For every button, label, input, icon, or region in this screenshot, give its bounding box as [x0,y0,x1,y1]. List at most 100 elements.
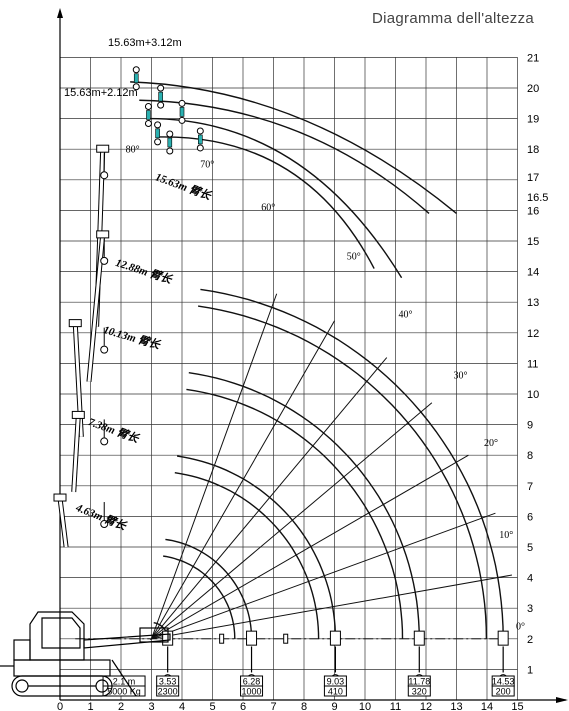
load-radius: 6.28 [243,677,261,687]
y-tick-label: 7 [527,481,533,493]
jib-hook-block [167,137,173,148]
x-tick-label: 14 [481,701,493,711]
angle-ray [151,402,433,640]
load-weight-cell [407,685,431,697]
y-tick-label: 9 [527,420,533,432]
boom-arcs [130,81,504,641]
load-weight-cell [156,685,180,697]
jib-arc [130,81,457,215]
boom-section-inner [72,415,80,493]
jib-hooks [132,66,204,155]
x-tick-label: 0 [57,701,63,711]
jib-hook [132,83,140,91]
angle-label: 0° [516,622,525,633]
angle-label: 20° [484,438,498,449]
x-tick-label: 9 [331,701,337,711]
load-radius: 2.1 m [113,677,136,687]
jib-pulley [166,130,174,138]
jib-label: 15.63m+2.12m [64,87,138,99]
x-tick-label: 1 [87,701,93,711]
hook [100,345,109,354]
boom-positions [53,144,110,548]
crane-cab [29,611,85,661]
jib-hook-block [133,73,139,84]
x-tick-label: 4 [179,701,185,711]
boom-head [139,627,169,643]
load-weight-cell [102,685,146,697]
x-tick-label: 10 [359,701,371,711]
jib-hook [154,138,162,146]
boom-base [83,633,171,649]
x-tick-labels: 0 1 2 3 4 5 6 7 8 9 10 11 12 13 14 15 [57,701,524,711]
load-weight: 2300 [158,687,178,697]
jib-hook-block [179,107,185,117]
boom-marker [283,633,289,644]
jib-pulley [132,66,140,74]
boom-marker [219,633,225,644]
load-radius: 3.53 [159,677,177,687]
load-weight-cell [491,685,515,697]
angle-rays [75,293,513,640]
load-weight: 410 [328,687,343,697]
hook [100,171,109,180]
boom-label: 15.63m 臂长 [154,170,214,202]
x-tick-label: 12 [420,701,432,711]
y-axis-arrow [57,8,63,18]
hook [100,437,109,446]
load-radius: 14.53 [492,677,515,687]
boom-label: 4.63m 臂长 [73,501,128,533]
hook-block [413,630,425,646]
hook [100,256,109,265]
y-tick-label: 1 [527,664,533,676]
jib-label: 15.63m+3.12m [108,37,182,49]
jib-pulley [178,99,186,107]
load-weight-cell [240,685,264,697]
boom-label: 10.13m 臂长 [102,323,162,352]
angle-labels: 80° 70° 60° 50° 40° 30° 20° 10° 0° [126,144,525,632]
crane-chassis [13,659,111,677]
jib-hook [144,119,152,127]
boom-arc [174,472,320,639]
load-radius: 9.03 [327,677,345,687]
boom-head [53,493,67,502]
boom-arc [188,372,420,639]
angle-ray [151,357,388,640]
x-tick-label: 5 [209,701,215,711]
grid [59,57,518,700]
diagram-title: Diagramma dell'altezza [372,10,535,27]
jib-hook [178,116,186,124]
cab-window [41,617,81,649]
axes [57,8,568,703]
x-tick-label: 11 [390,701,401,711]
hook-block [246,630,258,646]
jib-labels: 15.63m+3.12m 15.63m+2.12m [64,37,182,99]
y-tick-label: 14 [527,267,539,279]
jib-hook [166,147,174,155]
track-wheel [15,679,29,693]
counterweight [13,639,31,661]
load-weight: 5000 Kg [107,687,141,697]
y-tick-label: 20 [527,83,539,95]
angle-label: 40° [399,310,413,321]
jib-pulley [144,102,152,110]
boom-arc [197,305,488,639]
y-tick-label: 15 [527,236,539,248]
y-tick-label: 19 [527,114,539,126]
load-weight: 200 [496,687,511,697]
boom-arc [165,538,253,639]
jib-hook-block [198,134,203,145]
angle-label: 50° [347,251,361,262]
angle-ray [151,293,278,639]
boom-arc [186,388,404,639]
y-tick-label: 2 [527,634,533,646]
x-tick-label: 3 [148,701,154,711]
x-tick-label: 13 [450,701,462,711]
x-tick-label: 8 [301,701,307,711]
hook [100,520,109,529]
jib-pulley [196,127,204,135]
boom-head [68,319,82,328]
boom-label: 7.38m 臂长 [86,415,141,446]
y-tick-label: 8 [527,450,533,462]
